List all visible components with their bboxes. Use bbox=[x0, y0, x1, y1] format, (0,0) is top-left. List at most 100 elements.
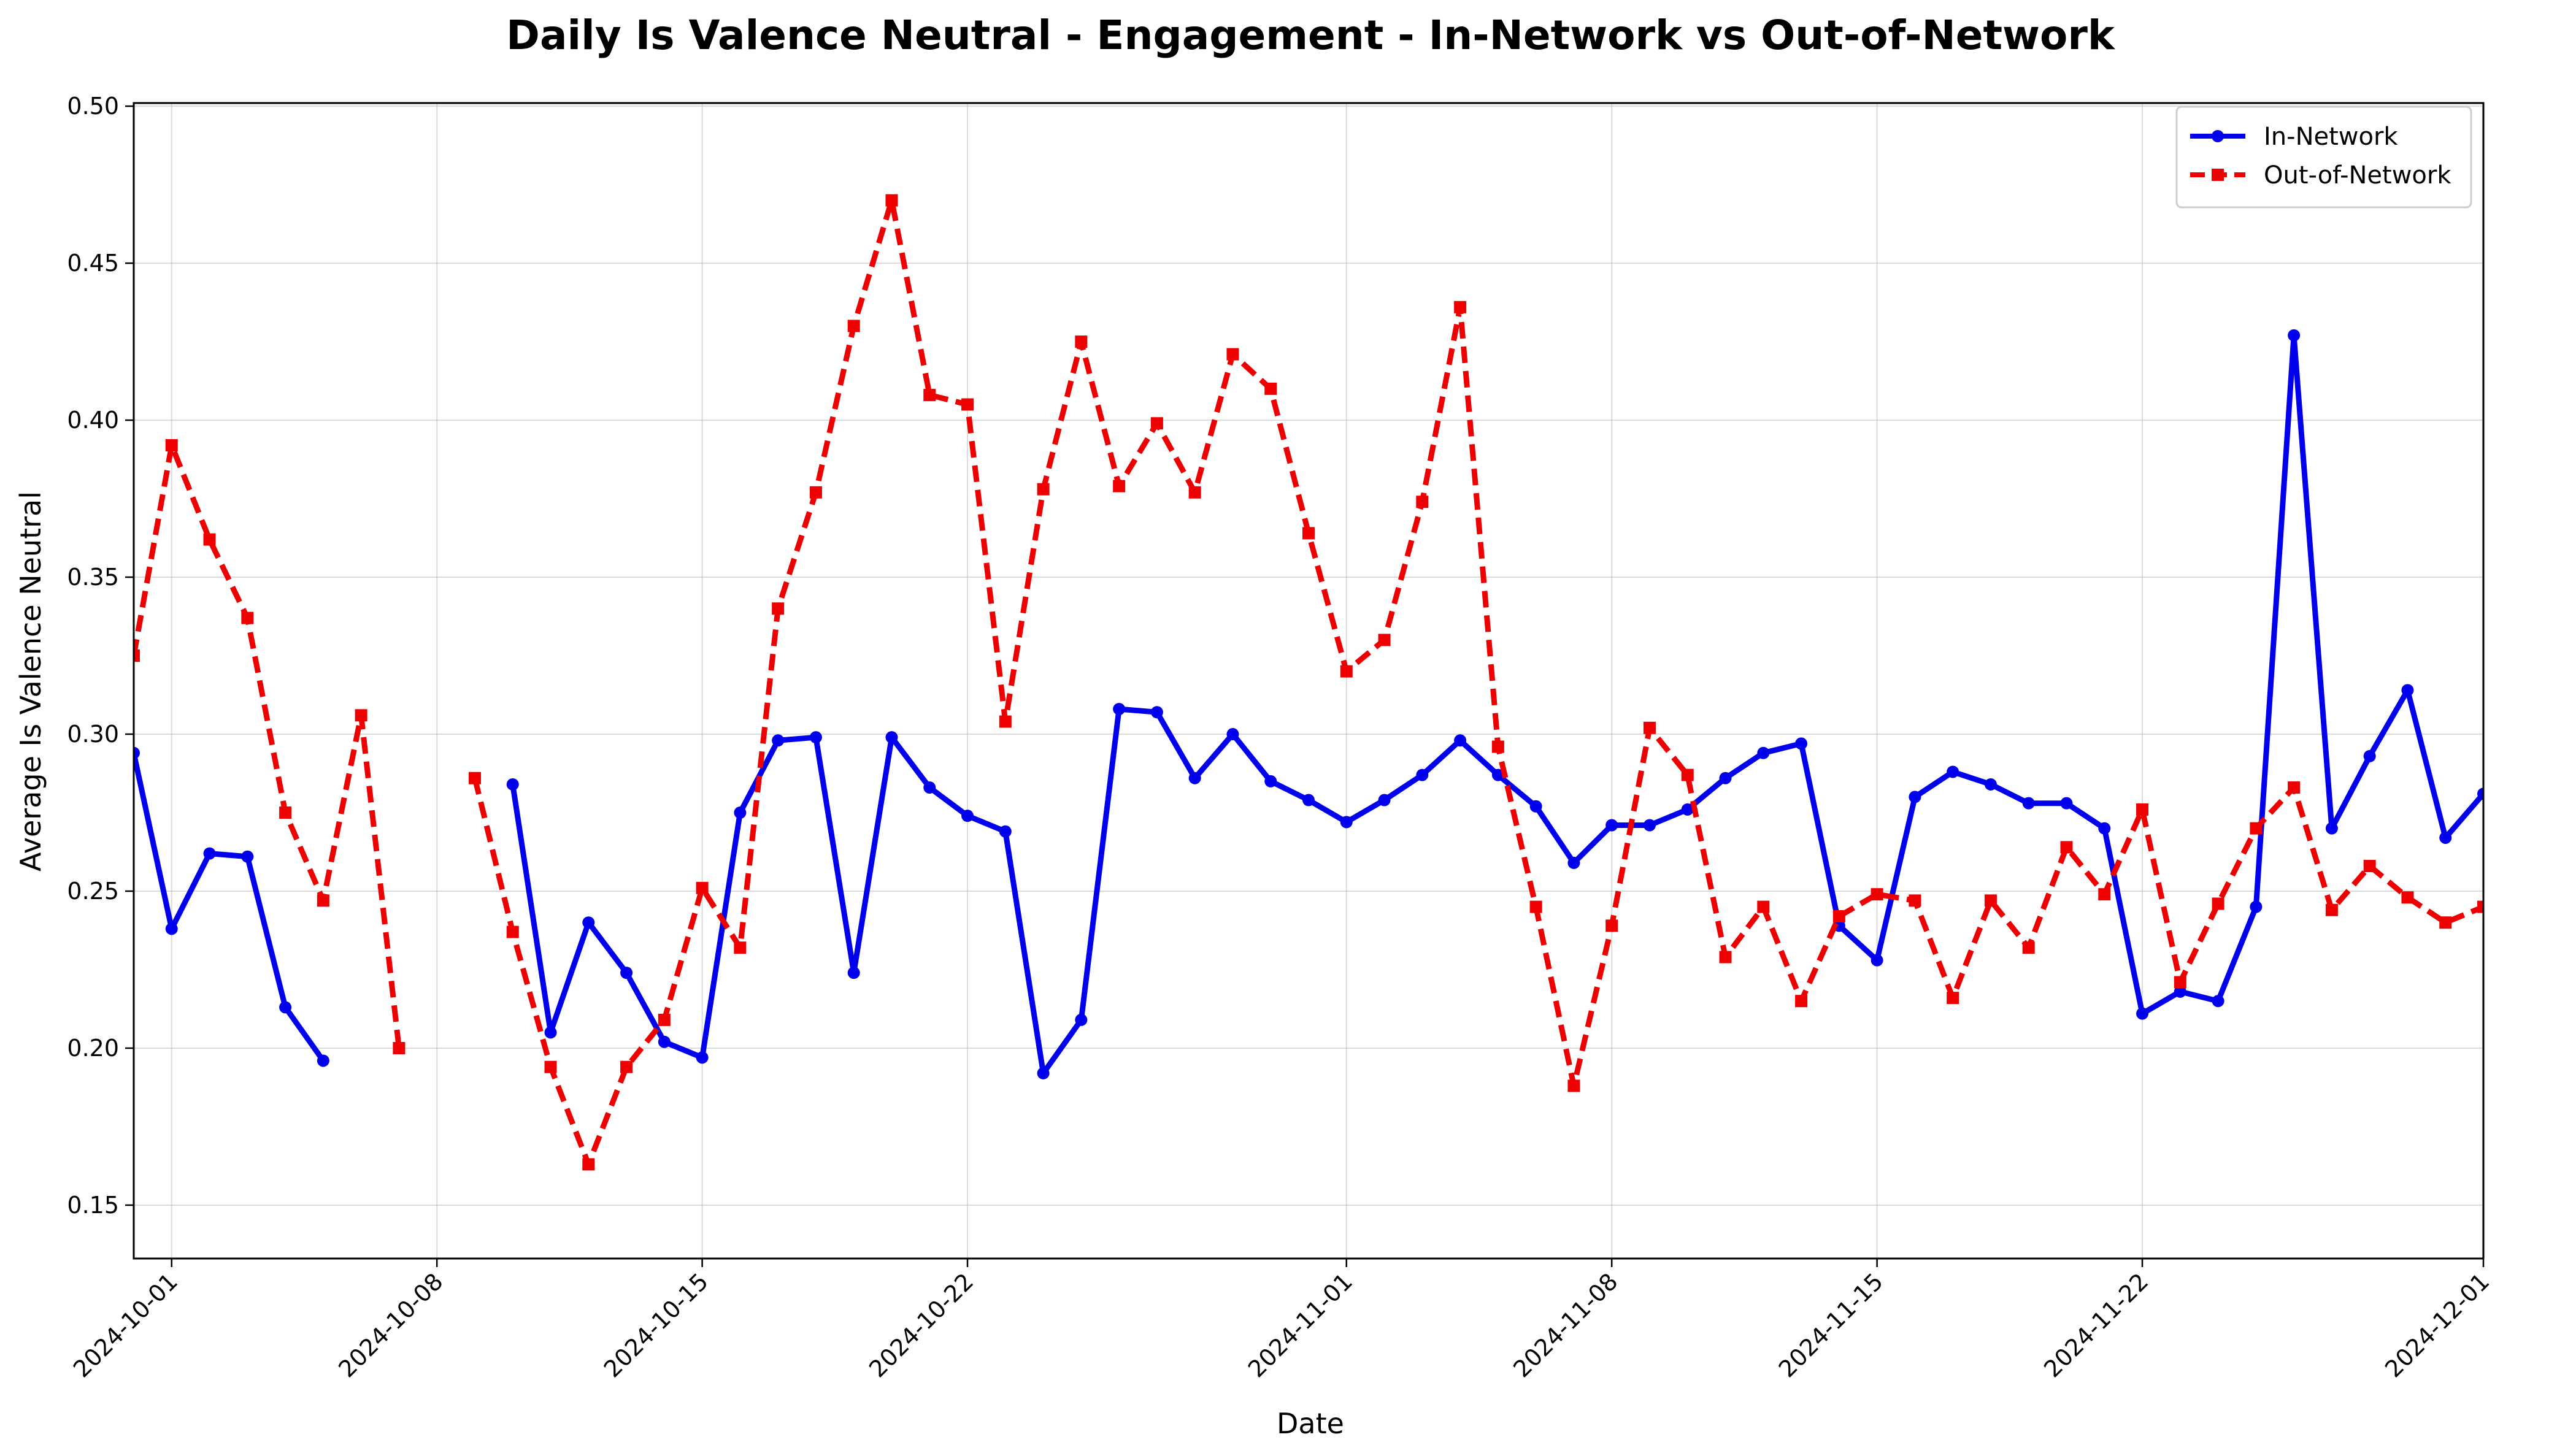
data-point-out-of-network bbox=[2022, 941, 2035, 954]
data-point-in-network bbox=[2022, 797, 2035, 810]
data-point-out-of-network bbox=[1719, 951, 1732, 964]
data-point-in-network bbox=[999, 825, 1012, 838]
y-tick-label: 0.40 bbox=[67, 407, 119, 434]
data-point-out-of-network bbox=[393, 1041, 406, 1054]
y-tick-label: 0.15 bbox=[67, 1192, 119, 1219]
data-point-out-of-network bbox=[544, 1060, 557, 1073]
y-tick-label: 0.50 bbox=[67, 93, 119, 120]
data-point-out-of-network bbox=[961, 398, 974, 411]
data-point-out-of-network bbox=[468, 772, 481, 784]
data-point-out-of-network bbox=[1340, 665, 1353, 678]
data-point-in-network bbox=[2288, 329, 2301, 342]
data-point-out-of-network bbox=[658, 1013, 671, 1026]
y-axis: 0.15 0.20 0.25 0.30 0.35 0.40 0.45 0.50 bbox=[67, 93, 134, 1219]
y-tick-label: 0.45 bbox=[67, 250, 119, 277]
data-point-in-network bbox=[2174, 985, 2186, 998]
data-point-in-network bbox=[1871, 954, 1883, 967]
data-point-out-of-network bbox=[1454, 301, 1467, 313]
data-point-out-of-network bbox=[1832, 910, 1845, 922]
data-point-in-network bbox=[1378, 794, 1391, 807]
data-point-out-of-network bbox=[2060, 841, 2073, 854]
data-point-in-network bbox=[2060, 797, 2073, 810]
y-tick-label: 0.25 bbox=[67, 878, 119, 905]
data-point-in-network bbox=[134, 746, 140, 759]
data-point-out-of-network bbox=[999, 715, 1012, 728]
y-tick-label: 0.30 bbox=[67, 721, 119, 748]
data-point-out-of-network bbox=[2212, 897, 2224, 910]
data-point-out-of-network bbox=[1909, 894, 1921, 907]
data-point-in-network bbox=[923, 781, 936, 794]
data-point-out-of-network bbox=[2174, 976, 2186, 989]
chart-title: Daily Is Valence Neutral - Engagement - … bbox=[506, 12, 2116, 59]
data-point-in-network bbox=[2401, 684, 2414, 697]
data-point-out-of-network bbox=[1984, 894, 1997, 907]
series-layer bbox=[134, 194, 2483, 1171]
data-point-out-of-network bbox=[696, 881, 709, 894]
data-point-out-of-network bbox=[1264, 382, 1277, 395]
data-point-in-network bbox=[1681, 803, 1694, 816]
data-point-in-network bbox=[734, 807, 747, 819]
data-point-out-of-network bbox=[1226, 348, 1239, 361]
data-point-in-network bbox=[1264, 775, 1277, 787]
data-point-out-of-network bbox=[1378, 634, 1391, 646]
data-point-in-network bbox=[1947, 765, 1959, 778]
data-point-out-of-network bbox=[1757, 900, 1770, 913]
data-point-in-network bbox=[1491, 768, 1504, 781]
data-point-in-network bbox=[1909, 791, 1921, 803]
data-point-out-of-network bbox=[772, 602, 785, 615]
data-point-out-of-network bbox=[1681, 768, 1694, 781]
data-point-in-network bbox=[317, 1054, 329, 1067]
data-point-in-network bbox=[544, 1026, 557, 1039]
data-point-in-network bbox=[772, 734, 785, 747]
data-point-in-network bbox=[2439, 831, 2452, 844]
data-point-in-network bbox=[1984, 778, 1997, 791]
data-point-out-of-network bbox=[1947, 992, 1959, 1005]
data-point-out-of-network bbox=[1567, 1079, 1580, 1092]
data-point-in-network bbox=[1340, 816, 1353, 829]
data-point-in-network bbox=[1075, 1013, 1088, 1026]
data-point-out-of-network bbox=[1871, 888, 1883, 901]
data-point-out-of-network bbox=[1302, 527, 1315, 540]
data-point-out-of-network bbox=[2439, 916, 2452, 929]
data-point-in-network bbox=[2098, 822, 2111, 835]
data-point-in-network bbox=[1643, 819, 1656, 832]
data-point-in-network bbox=[1757, 746, 1770, 759]
plot-frame bbox=[133, 102, 2485, 1260]
data-point-in-network bbox=[2325, 822, 2338, 835]
data-point-out-of-network bbox=[1416, 496, 1429, 508]
series-line-in-network bbox=[134, 752, 326, 1063]
data-point-in-network bbox=[506, 778, 519, 791]
data-point-in-network bbox=[1605, 819, 1618, 832]
data-point-in-network bbox=[658, 1035, 671, 1048]
data-point-out-of-network bbox=[885, 194, 898, 207]
data-point-out-of-network bbox=[2136, 803, 2149, 816]
data-point-in-network bbox=[620, 967, 633, 979]
data-point-in-network bbox=[2250, 900, 2263, 913]
data-point-in-network bbox=[203, 847, 216, 860]
data-point-in-network bbox=[1529, 800, 1542, 813]
data-point-in-network bbox=[1150, 706, 1163, 719]
legend-label-out-of-network: Out-of-Network bbox=[2264, 161, 2451, 190]
legend: In-Network Out-of-Network bbox=[2175, 105, 2472, 209]
data-point-out-of-network bbox=[2477, 900, 2483, 913]
data-point-in-network bbox=[241, 850, 254, 863]
data-point-out-of-network bbox=[582, 1158, 595, 1171]
data-point-in-network bbox=[1719, 772, 1732, 784]
data-point-out-of-network bbox=[2363, 860, 2376, 873]
y-tick-label: 0.20 bbox=[67, 1035, 119, 1062]
data-point-out-of-network bbox=[734, 941, 747, 954]
data-point-in-network bbox=[696, 1051, 709, 1064]
data-point-in-network bbox=[2363, 749, 2376, 762]
data-point-out-of-network bbox=[2325, 903, 2338, 916]
legend-marker-out-of-network bbox=[2212, 169, 2224, 181]
y-tick-label: 0.35 bbox=[67, 564, 119, 591]
data-point-out-of-network bbox=[241, 611, 254, 624]
data-point-in-network bbox=[1113, 703, 1126, 716]
legend-marker-in-network bbox=[2212, 130, 2224, 142]
data-point-out-of-network bbox=[1795, 995, 1808, 1008]
series-out-of-network bbox=[134, 194, 2483, 1171]
series-line-out-of-network bbox=[134, 442, 402, 1049]
